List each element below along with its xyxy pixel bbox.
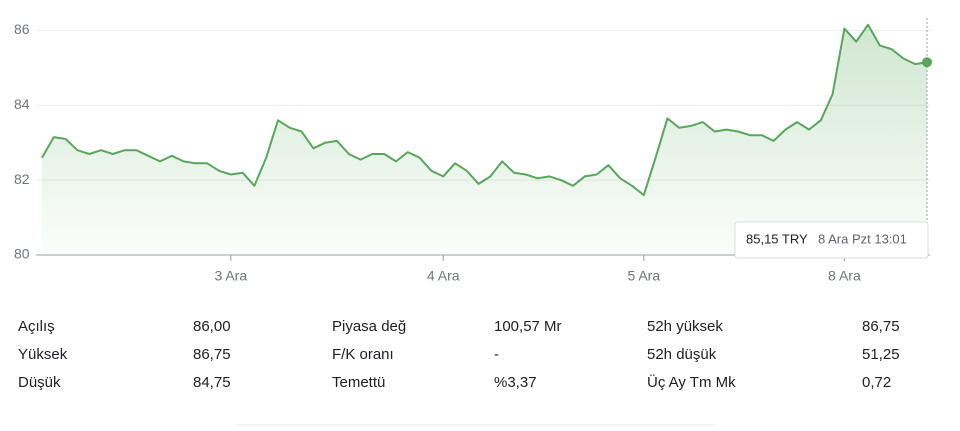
stat-value: - [494,346,499,363]
stat-label: Düşük [18,374,61,391]
stat-label: Piyasa değ [332,318,406,335]
area [42,24,927,255]
stat-value: %3,37 [494,374,537,391]
stat-value: 51,25 [862,346,900,363]
y-tick-label: 82 [14,171,30,187]
stat-value: 86,75 [862,318,900,335]
stat-label: 52h düşük [647,346,717,363]
stat-label: Açılış [18,318,55,335]
stat-value: 86,75 [193,346,231,363]
stat-value: 0,72 [862,374,891,391]
stat-value: 84,75 [193,374,231,391]
stat-label: F/K oranı [332,346,394,363]
tooltip-price: 85,15 TRY [746,231,808,246]
stat-label: Üç Ay Tm Mk [647,373,736,391]
x-tick-label: 3 Ara [214,268,247,284]
y-tick-label: 86 [14,21,30,37]
y-tick-label: 84 [14,96,30,112]
x-tick-label: 5 Ara [627,268,660,284]
current-point [922,57,932,68]
tooltip-time: 8 Ara Pzt 13:01 [818,231,907,246]
tooltip-box [734,221,929,259]
stat-value: 100,57 Mr [494,318,562,335]
stat-label: 52h yüksek [647,318,723,335]
x-tick-label: 4 Ara [427,268,460,284]
stat-label: Yüksek [18,346,68,363]
stat-label: Temettü [332,374,385,391]
y-tick-label: 80 [14,246,30,262]
x-tick-label: 8 Ara [828,268,861,284]
stat-value: 86,00 [193,318,231,335]
price-line [41,23,928,197]
